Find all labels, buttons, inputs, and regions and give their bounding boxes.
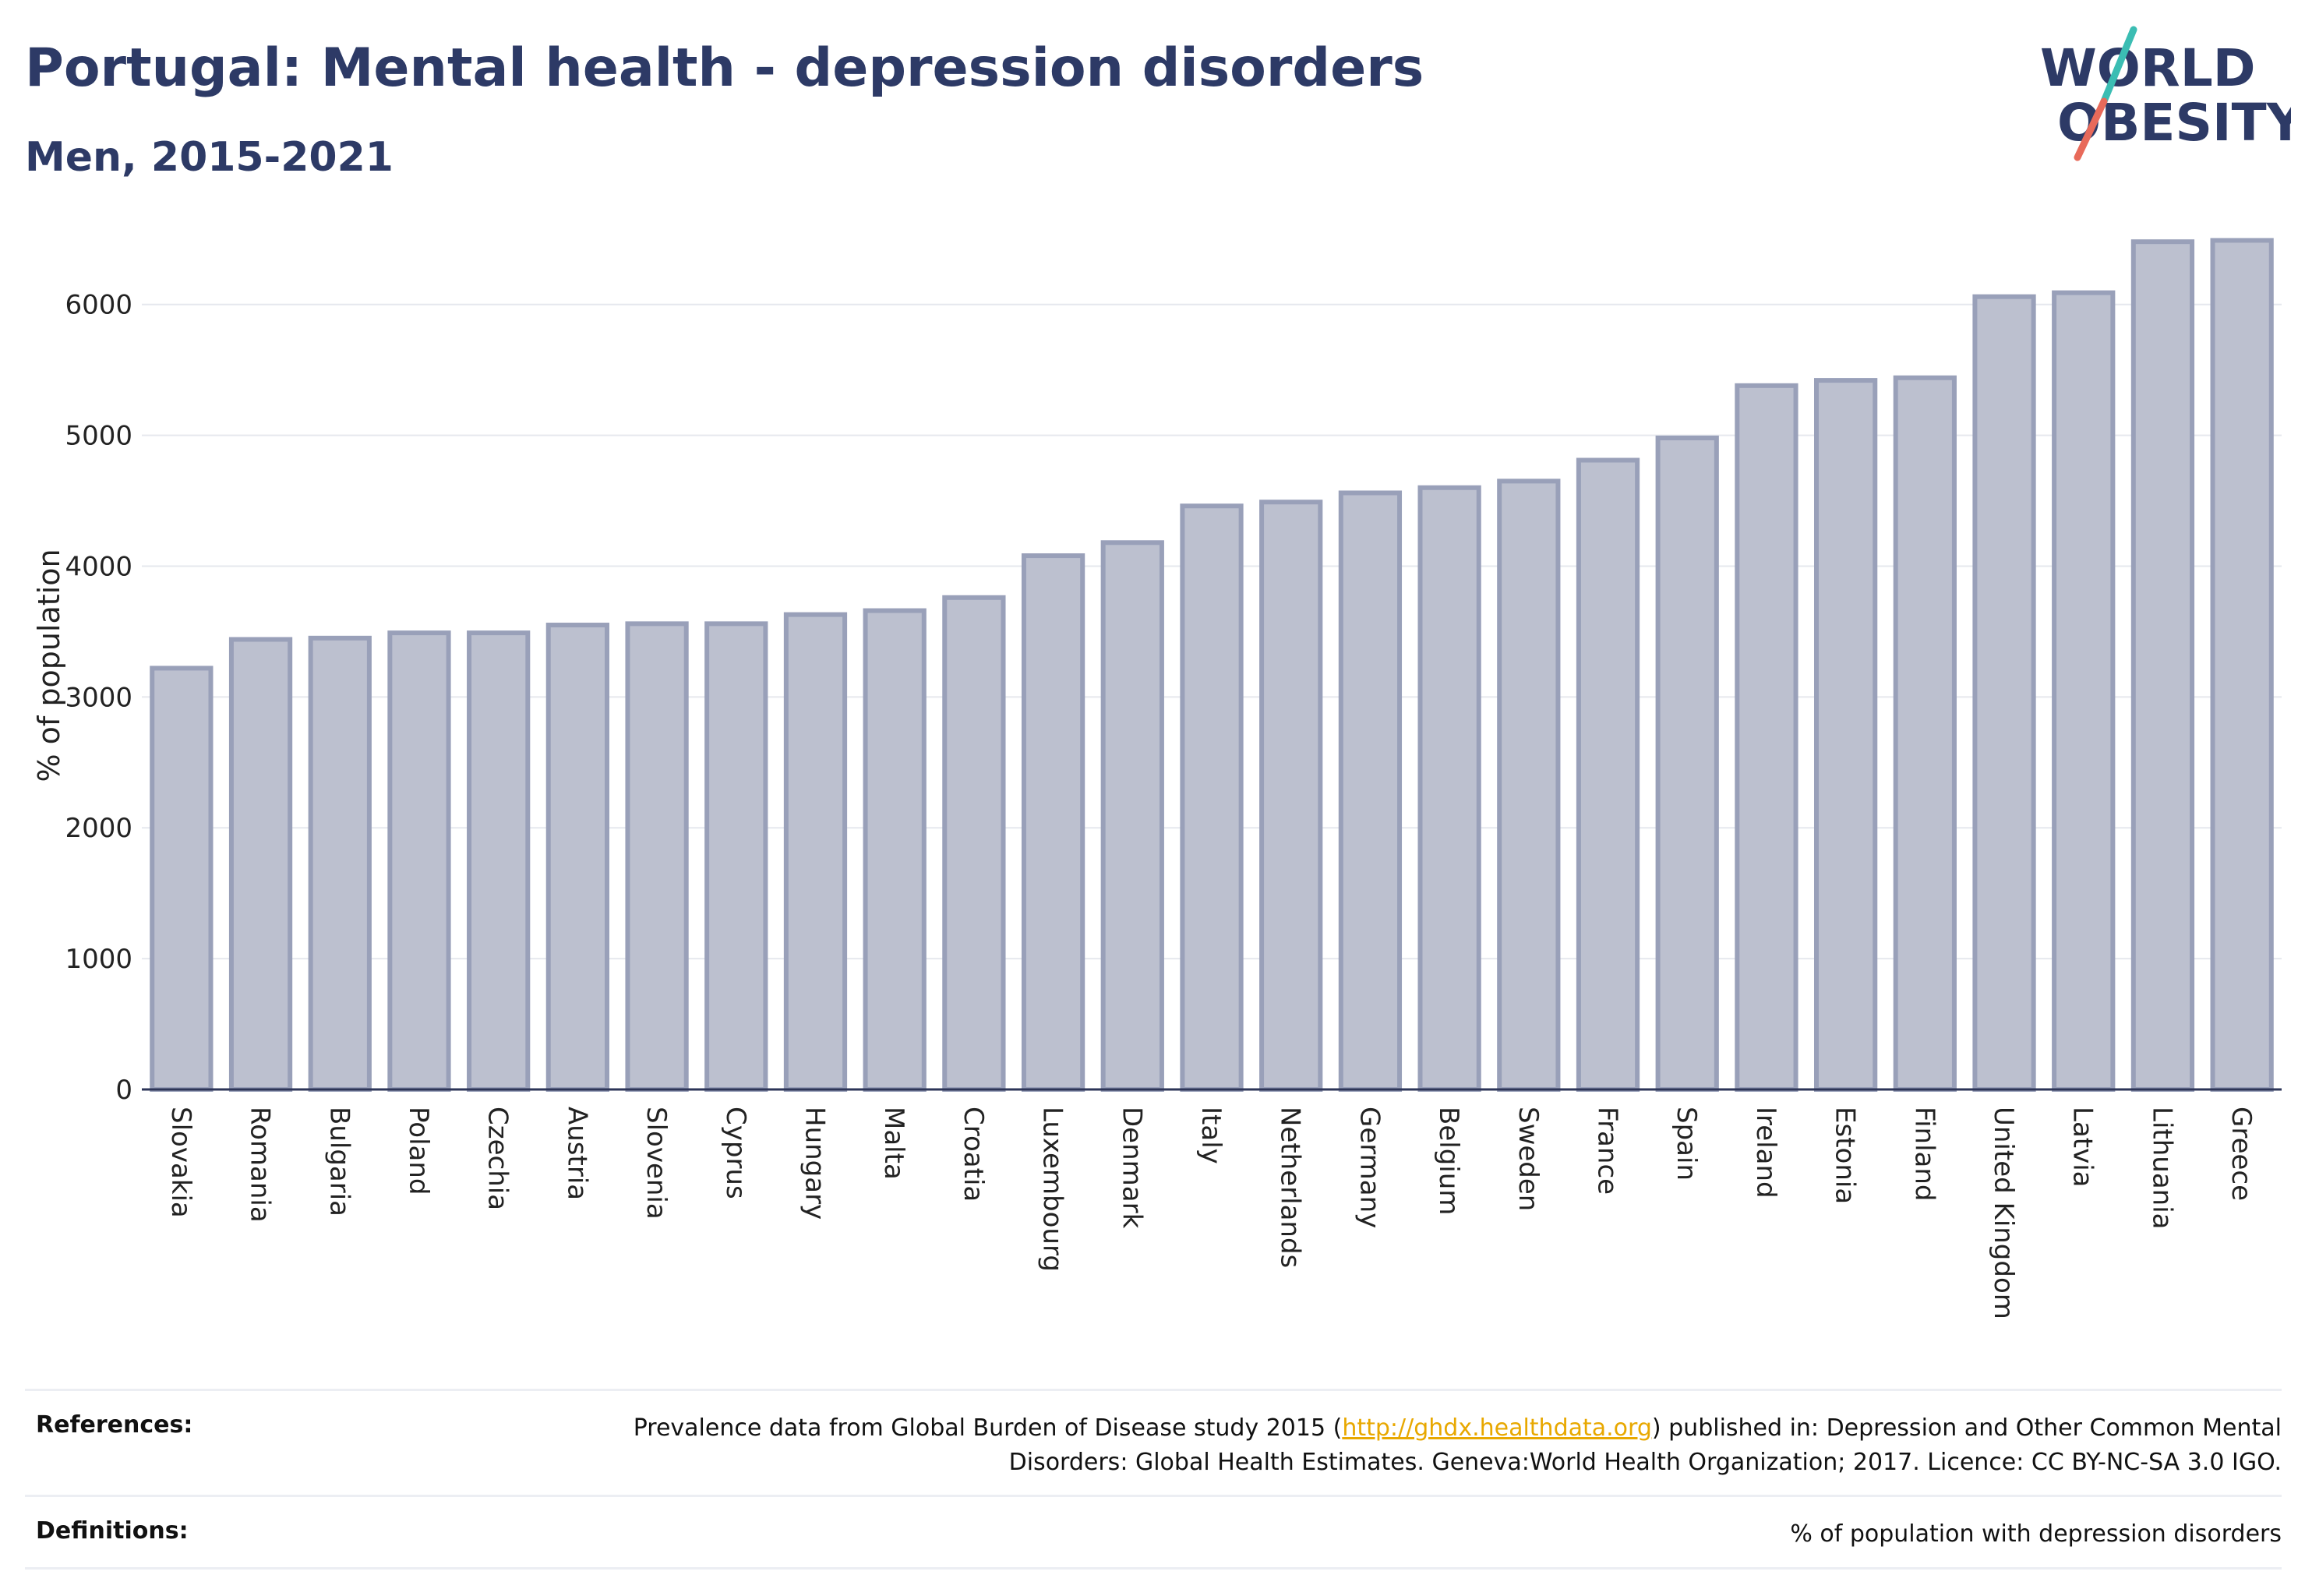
references-text-part-2: ) published in: Depression and Other Com… <box>1008 1414 2282 1476</box>
page-title: Portugal: Mental health - depression dis… <box>25 37 1424 99</box>
logo-slash-top <box>2100 26 2137 105</box>
references-row: References: Prevalence data from Global … <box>25 1389 2282 1495</box>
bar-bulgaria <box>308 635 372 1092</box>
bar-france <box>1576 457 1640 1092</box>
bar-spain <box>1655 435 1719 1092</box>
y-axis-title: % of population <box>32 549 66 782</box>
bar-sweden <box>1497 478 1561 1092</box>
x-tick-label: Luxembourg <box>1037 1107 1068 1272</box>
x-tick-label: Cyprus <box>720 1107 751 1199</box>
world-obesity-logo: WORLD OBESITY <box>2040 26 2291 161</box>
references-text-part-1: Prevalence data from Global Burden of Di… <box>633 1414 1343 1442</box>
x-axis-labels: Slovakia Romania Bulgaria Poland Czechia Aust… <box>165 1107 2257 1319</box>
y-axis-ticks: 0 1000 2000 3000 4000 5000 6000 <box>65 290 132 1106</box>
bar-poland <box>387 630 451 1092</box>
bar-ireland <box>1735 383 1798 1092</box>
bar-croatia <box>942 595 1006 1092</box>
y-tick-label: 5000 <box>65 421 132 452</box>
x-tick-label: Hungary <box>799 1107 830 1220</box>
x-tick-label: France <box>1592 1107 1623 1195</box>
y-tick-label: 6000 <box>65 290 132 321</box>
y-tick-label: 4000 <box>65 551 132 582</box>
bar-germany <box>1338 490 1403 1092</box>
x-tick-label: Malta <box>878 1107 909 1180</box>
bar-belgium <box>1417 485 1481 1092</box>
y-tick-label: 1000 <box>65 944 132 975</box>
bar-italy <box>1180 503 1244 1092</box>
x-tick-label: Bulgaria <box>323 1107 355 1216</box>
bar-chart: 0 1000 2000 3000 4000 5000 6000 Slovakia Romani… <box>32 238 2282 1319</box>
x-tick-label: Croatia <box>958 1107 989 1202</box>
x-tick-label: Spain <box>1671 1107 1702 1181</box>
footer: References: Prevalence data from Global … <box>25 1389 2282 1570</box>
y-tick-label: 0 <box>115 1075 132 1106</box>
bar-slovenia <box>625 621 689 1092</box>
x-tick-label: Denmark <box>1116 1107 1147 1229</box>
y-tick-label: 3000 <box>65 682 132 713</box>
x-tick-label: Italy <box>1195 1107 1227 1164</box>
bar-netherlands <box>1259 500 1323 1092</box>
logo-slash-bottom <box>2074 97 2108 161</box>
definitions-row: Definitions: % of population with depres… <box>25 1495 2282 1570</box>
x-tick-label: Slovakia <box>165 1107 196 1218</box>
bar-malta <box>863 608 927 1092</box>
x-tick-label: Poland <box>403 1107 434 1195</box>
x-tick-label: Belgium <box>1433 1107 1464 1215</box>
references-label: References: <box>36 1411 193 1439</box>
bar-lithuania <box>2130 239 2195 1092</box>
x-tick-label: Sweden <box>1513 1107 1544 1211</box>
references-text: Prevalence data from Global Burden of Di… <box>567 1411 2282 1479</box>
x-tick-label: Netherlands <box>1275 1107 1306 1268</box>
bar-hungary <box>783 612 848 1092</box>
x-tick-label: Austria <box>561 1107 592 1200</box>
bar-latvia <box>2052 290 2116 1093</box>
bars <box>150 238 2274 1093</box>
bar-cyprus <box>704 621 768 1092</box>
bar-united-kingdom <box>1972 294 2036 1093</box>
bar-austria <box>545 623 610 1092</box>
x-tick-label: Latvia <box>2067 1107 2099 1188</box>
bar-greece <box>2210 238 2274 1092</box>
definitions-text: % of population with depression disorder… <box>1790 1520 2282 1548</box>
bar-estonia <box>1813 378 1878 1092</box>
references-link[interactable]: http://ghdx.healthdata.org <box>1342 1414 1652 1442</box>
bar-czechia <box>467 630 531 1092</box>
x-tick-label: Lithuania <box>2146 1107 2177 1229</box>
logo-line-1: WORLD <box>2040 38 2256 98</box>
x-tick-label: Germany <box>1354 1107 1385 1228</box>
x-tick-label: Czechia <box>482 1107 514 1210</box>
bar-romania <box>228 637 293 1092</box>
bar-luxembourg <box>1021 553 1085 1092</box>
bar-slovakia <box>150 666 214 1092</box>
x-tick-label: Ireland <box>1750 1107 1781 1199</box>
x-tick-label: Greece <box>2226 1107 2257 1201</box>
x-tick-label: Romania <box>245 1107 276 1223</box>
y-tick-label: 2000 <box>65 813 132 844</box>
page-subtitle: Men, 2015-2021 <box>25 134 394 181</box>
definitions-label: Definitions: <box>36 1517 189 1545</box>
x-tick-label: United Kingdom <box>1988 1107 2019 1319</box>
bar-finland <box>1893 375 1957 1093</box>
x-tick-label: Finland <box>1908 1107 1940 1202</box>
x-tick-label: Estonia <box>1830 1107 1861 1204</box>
bar-denmark <box>1100 540 1164 1092</box>
x-tick-label: Slovenia <box>641 1107 672 1220</box>
